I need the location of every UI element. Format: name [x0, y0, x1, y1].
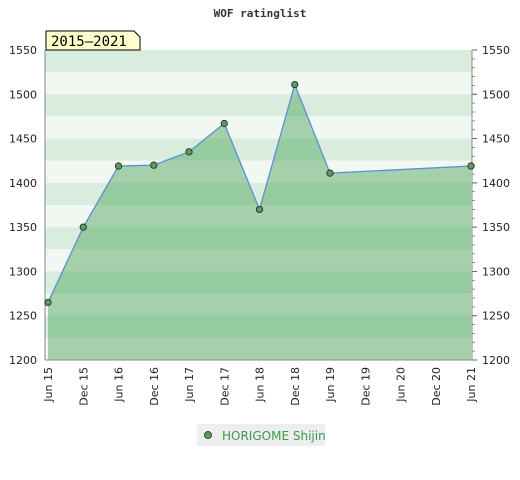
y-tick-label-right: 1350: [482, 221, 510, 234]
y-tick-label-left: 1450: [9, 133, 37, 146]
x-tick-label: Jun 16: [113, 367, 126, 403]
data-point[interactable]: [114, 162, 123, 170]
y-tick-label-left: 1250: [9, 310, 37, 323]
y-tick-label-left: 1300: [9, 265, 37, 278]
x-tick-label: Dec 16: [148, 367, 161, 406]
legend[interactable]: HORIGOME Shijin: [197, 424, 326, 446]
data-point[interactable]: [220, 119, 228, 128]
y-tick-label-left: 1500: [9, 88, 37, 101]
band: [45, 249, 472, 272]
band: [45, 337, 472, 360]
y-tick-label-right: 1500: [482, 88, 510, 101]
band: [45, 94, 472, 117]
y-axis-right: 1200 1250 1300 1350 1400 1450 1500 1550: [472, 44, 510, 367]
band: [45, 205, 472, 228]
x-tick-label: Jun 19: [324, 367, 337, 403]
band: [45, 116, 472, 139]
x-tick-label: Dec 19: [359, 367, 372, 406]
period-badge: 2015–2021: [45, 30, 141, 51]
period-badge-label: 2015–2021: [51, 34, 127, 50]
legend-marker: [204, 431, 212, 439]
x-tick-label: Jun 21: [465, 367, 478, 403]
background-bands: [45, 50, 472, 360]
data-point[interactable]: [79, 223, 87, 231]
band: [45, 72, 472, 95]
data-point[interactable]: [255, 205, 264, 214]
y-tick-label-right: 1200: [482, 354, 510, 367]
y-axis-left: 1200 1250 1300 1350 1400 1450 1500 1550: [9, 44, 37, 367]
y-tick-label-left: 1400: [9, 177, 37, 190]
legend-label: HORIGOME Shijin: [222, 429, 326, 443]
band: [45, 182, 472, 205]
x-tick-label: Jun 18: [254, 367, 267, 403]
series-area: [47, 82, 472, 361]
x-tick-label: Jun 20: [395, 367, 408, 403]
x-tick-label: Jun 15: [42, 367, 55, 403]
x-tick-label: Dec 17: [218, 367, 231, 406]
data-point[interactable]: [326, 169, 334, 177]
chart-title: WOF ratinglist: [214, 7, 307, 20]
x-axis: Jun 15 Dec 15 Jun 16 Dec 16 Jun 17 Dec 17 Jun …: [42, 367, 478, 406]
band: [45, 50, 472, 73]
data-point[interactable]: [44, 298, 52, 307]
y-tick-label-left: 1550: [9, 44, 37, 57]
band: [45, 227, 472, 250]
y-tick-label-right: 1400: [482, 177, 510, 190]
y-tick-label-right: 1450: [482, 133, 510, 146]
data-points: [44, 80, 475, 307]
axes: [44, 50, 473, 361]
series-fill: [48, 84, 471, 361]
series-line: [47, 82, 472, 303]
x-tick-label: Dec 20: [430, 367, 443, 406]
data-point[interactable]: [185, 148, 193, 156]
y-tick-label-left: 1350: [9, 221, 37, 234]
y-tick-label-left: 1200: [9, 354, 37, 367]
data-point[interactable]: [150, 161, 158, 169]
x-tick-label: Jun 17: [183, 367, 196, 403]
x-tick-label: Dec 15: [77, 367, 90, 406]
y-tick-label-right: 1550: [482, 44, 510, 57]
x-tick-label: Dec 18: [289, 367, 302, 406]
band: [45, 271, 472, 294]
band: [45, 315, 472, 338]
band: [45, 293, 472, 316]
data-point[interactable]: [467, 162, 475, 170]
y-tick-label-right: 1300: [482, 265, 510, 278]
band: [45, 138, 472, 161]
data-point[interactable]: [291, 80, 299, 89]
y-tick-label-right: 1250: [482, 310, 510, 323]
